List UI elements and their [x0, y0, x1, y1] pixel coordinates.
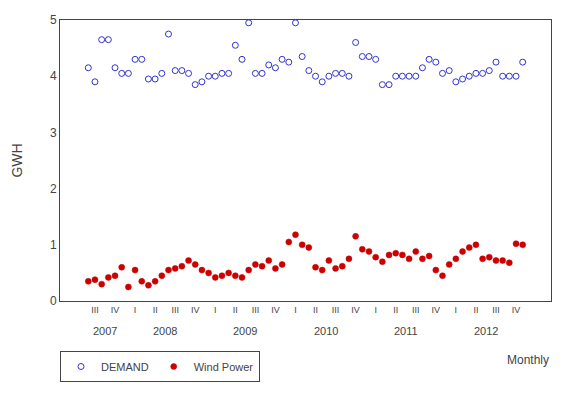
svg-text:IV: IV: [191, 305, 200, 315]
svg-text:IV: IV: [111, 305, 120, 315]
svg-text:IV: IV: [351, 305, 360, 315]
svg-text:Wind Power: Wind Power: [194, 361, 254, 373]
svg-text:III: III: [91, 305, 99, 315]
svg-text:2007: 2007: [93, 325, 117, 337]
svg-text:I: I: [134, 305, 137, 315]
svg-text:4: 4: [50, 69, 57, 83]
svg-text:I: I: [374, 305, 377, 315]
svg-text:DEMAND: DEMAND: [101, 361, 149, 373]
svg-text:III: III: [492, 305, 500, 315]
svg-text:2: 2: [50, 182, 57, 196]
svg-text:1: 1: [50, 238, 57, 252]
svg-text:II: II: [313, 305, 318, 315]
svg-text:I: I: [214, 305, 217, 315]
svg-text:GWH: GWH: [9, 143, 25, 177]
svg-text:2011: 2011: [394, 325, 418, 337]
svg-text:III: III: [252, 305, 260, 315]
svg-text:2012: 2012: [474, 325, 498, 337]
svg-text:2008: 2008: [153, 325, 177, 337]
svg-text:II: II: [393, 305, 398, 315]
svg-text:IV: IV: [432, 305, 441, 315]
svg-text:2009: 2009: [233, 325, 257, 337]
svg-text:I: I: [455, 305, 458, 315]
svg-text:2010: 2010: [314, 325, 338, 337]
svg-text:5: 5: [50, 13, 57, 27]
svg-text:II: II: [233, 305, 238, 315]
svg-text:III: III: [171, 305, 179, 315]
svg-text:3: 3: [50, 126, 57, 140]
svg-text:I: I: [294, 305, 297, 315]
svg-text:0: 0: [50, 294, 57, 308]
svg-text:II: II: [153, 305, 158, 315]
svg-text:Monthly: Monthly: [507, 353, 549, 367]
svg-text:III: III: [332, 305, 340, 315]
svg-text:III: III: [412, 305, 420, 315]
svg-text:IV: IV: [512, 305, 521, 315]
svg-text:IV: IV: [271, 305, 280, 315]
svg-text:II: II: [473, 305, 478, 315]
